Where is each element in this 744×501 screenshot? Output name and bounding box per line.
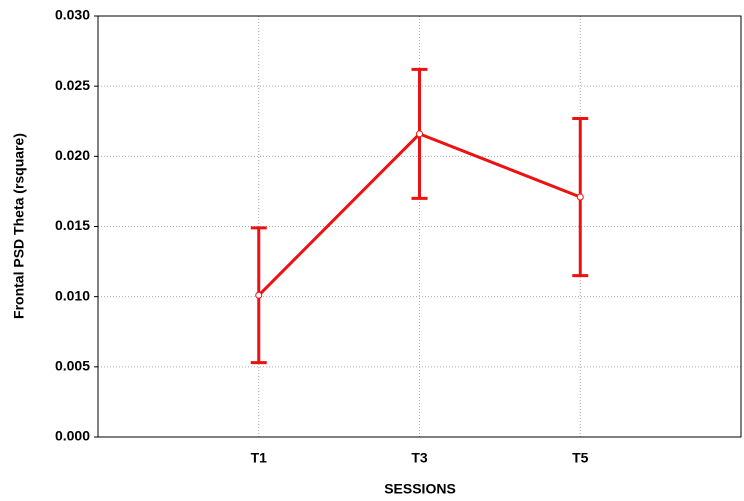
y-tick-label: 0.000	[55, 428, 90, 444]
x-axis-label: SESSIONS	[384, 481, 456, 497]
y-tick-label: 0.020	[55, 147, 90, 163]
x-tick-label: T5	[572, 450, 589, 466]
y-axis-label: Frontal PSD Theta (rsquare)	[11, 133, 27, 319]
point	[255, 291, 263, 299]
y-tick-label: 0.030	[55, 7, 90, 23]
x-tick-label: T3	[411, 450, 428, 466]
y-tick-label: 0.025	[55, 77, 90, 93]
point	[576, 193, 584, 201]
plot-frame	[97, 15, 742, 438]
y-tick-label: 0.005	[55, 358, 90, 374]
y-tick-label: 0.015	[55, 217, 90, 233]
y-tick-label: 0.010	[55, 287, 90, 303]
point	[416, 130, 423, 138]
x-tick-label: T1	[251, 450, 268, 466]
